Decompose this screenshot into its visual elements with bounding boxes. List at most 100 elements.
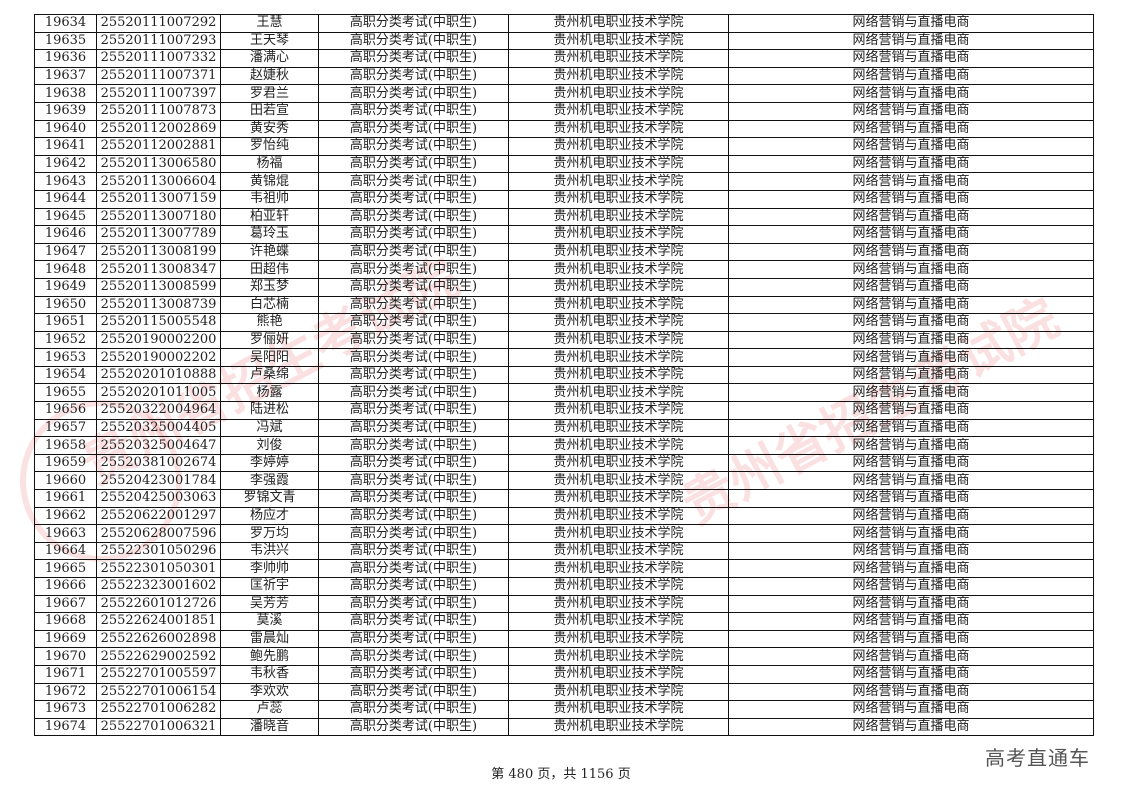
row-index: 19653 — [34, 348, 97, 367]
candidate-name: 葛玲玉 — [220, 225, 319, 244]
row-index: 19661 — [34, 489, 97, 508]
major-name: 网络营销与直播电商 — [728, 172, 1094, 191]
row-index: 19663 — [34, 524, 97, 543]
exam-type: 高职分类考试(中职生) — [318, 436, 509, 455]
exam-type: 高职分类考试(中职生) — [318, 717, 509, 737]
row-index: 19634 — [34, 14, 97, 33]
candidate-id: 25520325004647 — [96, 436, 221, 455]
exam-type: 高职分类考试(中职生) — [318, 207, 509, 227]
table-row: 19643 25520113006604 黄锦焜 高职分类考试(中职生) 贵州机电职业技… — [34, 172, 1094, 191]
candidate-name: 潘晓音 — [220, 717, 319, 737]
school-name: 贵州机电职业技术学院 — [508, 612, 729, 631]
candidate-name: 韦祖帅 — [220, 189, 319, 209]
table-row: 19657 25520325004405 冯斌 高职分类考试(中职生) 贵州机电职业技术… — [34, 418, 1094, 438]
exam-type: 高职分类考试(中职生) — [318, 471, 509, 491]
candidate-name: 罗锦文青 — [220, 489, 319, 508]
candidate-id: 25520112002881 — [96, 137, 221, 156]
exam-type: 高职分类考试(中职生) — [318, 664, 509, 684]
school-name: 贵州机电职业技术学院 — [508, 365, 729, 385]
candidate-name: 白芯楠 — [220, 295, 319, 315]
candidate-id: 25522701005597 — [96, 664, 221, 684]
school-name: 贵州机电职业技术学院 — [508, 524, 729, 543]
admission-table: 19634 25520111007292 王慧 高职分类考试(中职生) 贵州机电职业技术… — [34, 14, 1094, 737]
school-name: 贵州机电职业技术学院 — [508, 506, 729, 526]
school-name: 贵州机电职业技术学院 — [508, 330, 729, 350]
candidate-name: 李强霞 — [220, 471, 319, 491]
row-index: 19673 — [34, 700, 97, 719]
row-index: 19635 — [34, 31, 97, 51]
exam-type: 高职分类考试(中职生) — [318, 348, 509, 367]
school-name: 贵州机电职业技术学院 — [508, 49, 729, 68]
table-row: 19668 25522624001851 莫溪 高职分类考试(中职生) 贵州机电职业技术… — [34, 612, 1094, 631]
major-name: 网络营销与直播电商 — [728, 717, 1094, 737]
school-name: 贵州机电职业技术学院 — [508, 119, 729, 139]
exam-type: 高职分类考试(中职生) — [318, 313, 509, 332]
candidate-id: 25520111007332 — [96, 49, 221, 68]
table-row: 19659 25520381002674 李婷婷 高职分类考试(中职生) 贵州机电职业技… — [34, 453, 1094, 473]
candidate-id: 25520425003063 — [96, 489, 221, 508]
exam-type: 高职分类考试(中职生) — [318, 612, 509, 631]
table-row: 19636 25520111007332 潘满心 高职分类考试(中职生) 贵州机电职业技… — [34, 49, 1094, 68]
row-index: 19671 — [34, 664, 97, 684]
exam-type: 高职分类考试(中职生) — [318, 682, 509, 702]
table-row: 19674 25522701006321 潘晓音 高职分类考试(中职生) 贵州机电职业技… — [34, 717, 1094, 737]
exam-type: 高职分类考试(中职生) — [318, 225, 509, 244]
school-name: 贵州机电职业技术学院 — [508, 594, 729, 614]
school-name: 贵州机电职业技术学院 — [508, 207, 729, 227]
exam-type: 高职分类考试(中职生) — [318, 541, 509, 561]
table-row: 19635 25520111007293 王天琴 高职分类考试(中职生) 贵州机电职业技… — [34, 31, 1094, 51]
school-name: 贵州机电职业技术学院 — [508, 172, 729, 191]
candidate-name: 莫溪 — [220, 612, 319, 631]
table-row: 19670 25522629002592 鲍先鹏 高职分类考试(中职生) 贵州机电职业技… — [34, 647, 1094, 666]
school-name: 贵州机电职业技术学院 — [508, 647, 729, 666]
candidate-name: 潘满心 — [220, 49, 319, 68]
exam-type: 高职分类考试(中职生) — [318, 330, 509, 350]
table-row: 19661 25520425003063 罗锦文青 高职分类考试(中职生) 贵州机电职业… — [34, 489, 1094, 508]
table-row: 19663 25520628007596 罗万均 高职分类考试(中职生) 贵州机电职业技… — [34, 524, 1094, 543]
candidate-name: 冯斌 — [220, 418, 319, 438]
table-row: 19664 25522301050296 韦洪兴 高职分类考试(中职生) 贵州机电职业技… — [34, 541, 1094, 561]
table-row: 19647 25520113008199 许艳蝶 高职分类考试(中职生) 贵州机电职业技… — [34, 242, 1094, 262]
exam-type: 高职分类考试(中职生) — [318, 119, 509, 139]
candidate-name: 刘俊 — [220, 436, 319, 455]
table-row: 19658 25520325004647 刘俊 高职分类考试(中职生) 贵州机电职业技术… — [34, 436, 1094, 455]
candidate-name: 熊艳 — [220, 313, 319, 332]
candidate-name: 匡祈宇 — [220, 577, 319, 596]
major-name: 网络营销与直播电商 — [728, 559, 1094, 578]
table-row: 19662 25520622001297 杨应才 高职分类考试(中职生) 贵州机电职业技… — [34, 506, 1094, 526]
school-name: 贵州机电职业技术学院 — [508, 295, 729, 315]
exam-type: 高职分类考试(中职生) — [318, 524, 509, 543]
row-index: 19639 — [34, 101, 97, 121]
exam-type: 高职分类考试(中职生) — [318, 154, 509, 174]
candidate-id: 25520190002200 — [96, 330, 221, 350]
candidate-name: 罗万均 — [220, 524, 319, 543]
row-index: 19668 — [34, 612, 97, 631]
table-row: 19665 25522301050301 李帅帅 高职分类考试(中职生) 贵州机电职业技… — [34, 559, 1094, 578]
table-row: 19640 25520112002869 黄安秀 高职分类考试(中职生) 贵州机电职业技… — [34, 119, 1094, 139]
row-index: 19648 — [34, 260, 97, 279]
row-index: 19655 — [34, 383, 97, 403]
row-index: 19647 — [34, 242, 97, 262]
candidate-name: 杨露 — [220, 383, 319, 403]
row-index: 19657 — [34, 418, 97, 438]
row-index: 19640 — [34, 119, 97, 139]
exam-type: 高职分类考试(中职生) — [318, 418, 509, 438]
exam-type: 高职分类考试(中职生) — [318, 137, 509, 156]
row-index: 19652 — [34, 330, 97, 350]
major-name: 网络营销与直播电商 — [728, 207, 1094, 227]
candidate-name: 柏亚轩 — [220, 207, 319, 227]
school-name: 贵州机电职业技术学院 — [508, 717, 729, 737]
candidate-id: 25520628007596 — [96, 524, 221, 543]
candidate-id: 25522629002592 — [96, 647, 221, 666]
candidate-name: 韦秋香 — [220, 664, 319, 684]
exam-type: 高职分类考试(中职生) — [318, 577, 509, 596]
candidate-id: 25522624001851 — [96, 612, 221, 631]
school-name: 贵州机电职业技术学院 — [508, 436, 729, 455]
row-index: 19658 — [34, 436, 97, 455]
candidate-name: 李帅帅 — [220, 559, 319, 578]
table-row: 19642 25520113006580 杨福 高职分类考试(中职生) 贵州机电职业技术… — [34, 154, 1094, 174]
candidate-id: 25520111007292 — [96, 14, 221, 33]
row-index: 19667 — [34, 594, 97, 614]
row-index: 19662 — [34, 506, 97, 526]
candidate-name: 赵婕秋 — [220, 66, 319, 86]
